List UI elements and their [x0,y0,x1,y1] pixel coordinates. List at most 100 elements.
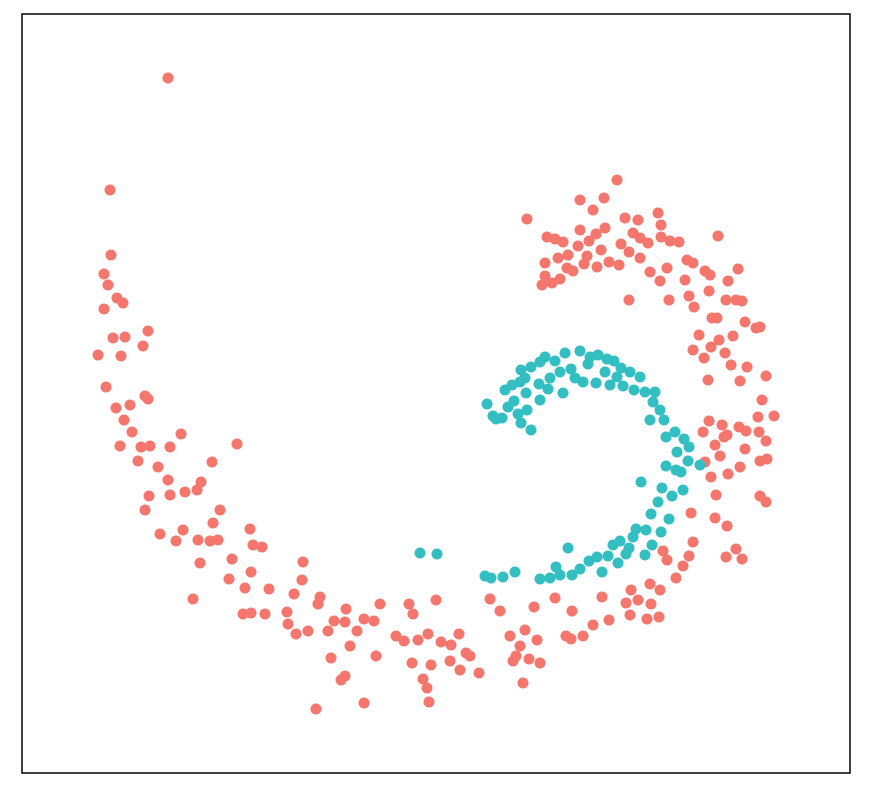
point [562,249,574,261]
point [528,601,540,613]
point [734,375,746,387]
point [642,237,654,249]
point [454,664,466,676]
point [237,608,249,620]
point [566,569,578,581]
point [137,340,149,352]
point [406,657,418,669]
point [752,411,764,423]
point [712,230,724,242]
point [655,231,667,243]
point [523,653,535,665]
point [628,384,640,396]
point [102,279,114,291]
point [245,607,257,619]
point [624,609,636,621]
point [739,316,751,328]
point [247,539,259,551]
point [521,404,533,416]
point [754,321,766,333]
point [351,625,363,637]
point [517,677,529,689]
point [713,334,725,346]
point [590,377,602,389]
point [623,542,635,554]
point [706,312,718,324]
point [599,222,611,234]
point [170,535,182,547]
point [552,252,564,264]
point [654,584,666,596]
point [603,614,615,626]
point [344,640,356,652]
point [730,294,742,306]
point [445,639,457,651]
point [722,468,734,480]
point [481,398,493,410]
point [733,421,745,433]
point [603,256,615,268]
point [612,557,624,569]
point [154,528,166,540]
point [753,426,765,438]
point [604,379,616,391]
point [587,619,599,631]
point [565,363,577,375]
point [282,618,294,630]
point [660,460,672,472]
point [705,471,717,483]
point [105,249,117,261]
point [615,362,627,374]
point [370,650,382,662]
point [756,394,768,406]
point [587,204,599,216]
point [644,414,656,426]
point [608,355,620,367]
point [244,523,256,535]
point [414,547,426,559]
point [627,531,639,543]
point [423,696,435,708]
point [514,640,526,652]
point [542,383,554,395]
point [647,396,659,408]
point [607,539,619,551]
point [144,440,156,452]
point [520,387,532,399]
point [720,551,732,563]
point [549,355,561,367]
point [654,275,666,287]
point [655,219,667,231]
point [720,294,732,306]
point [507,655,519,667]
point [760,496,772,508]
point [374,598,386,610]
point [132,455,144,467]
point [683,550,695,562]
point [135,441,147,453]
point [398,635,410,647]
point [431,548,443,560]
point [187,593,199,605]
point [143,490,155,502]
point [671,446,683,458]
point [479,570,491,582]
point [302,625,314,637]
point [730,543,742,555]
point [497,571,509,583]
point [703,415,715,427]
point [710,489,722,501]
point [702,374,714,386]
point [632,594,644,606]
point [417,673,429,685]
point [194,557,206,569]
point [358,613,370,625]
point [281,606,293,618]
point [175,428,187,440]
point [534,657,546,669]
point [679,274,691,286]
point [525,424,537,436]
point [561,262,573,274]
point [656,482,668,494]
point [539,270,551,282]
